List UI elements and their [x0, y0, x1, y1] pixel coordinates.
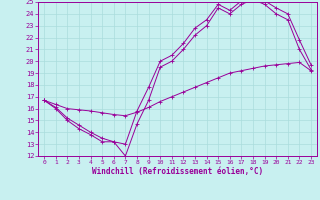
X-axis label: Windchill (Refroidissement éolien,°C): Windchill (Refroidissement éolien,°C)	[92, 167, 263, 176]
